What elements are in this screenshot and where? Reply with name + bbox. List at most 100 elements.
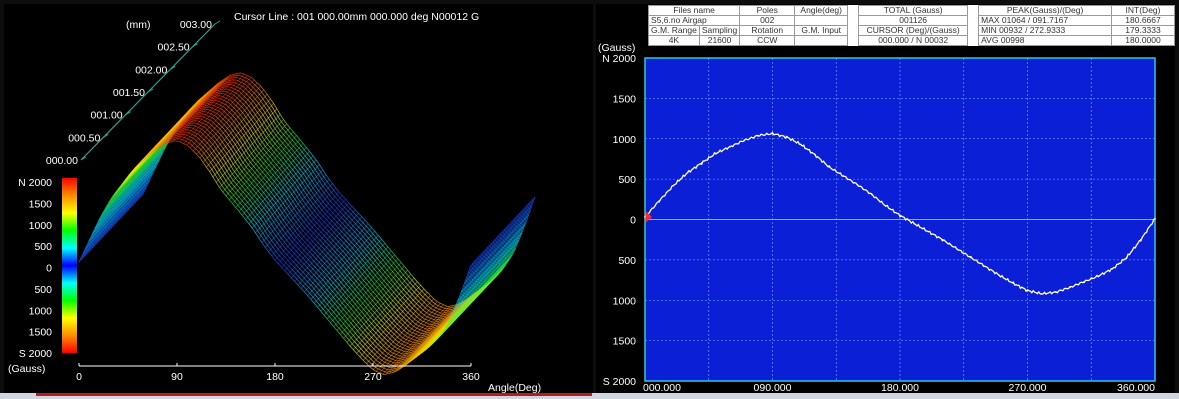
surface-contour-segment <box>419 322 425 326</box>
surface-contour-segment <box>222 191 228 198</box>
surface-contour-segment <box>335 270 341 277</box>
depth-tick-mark <box>214 20 221 25</box>
surface-contour-segment <box>256 184 262 191</box>
surface-contour-segment <box>200 149 206 156</box>
surface-contour-segment <box>284 174 290 181</box>
surface-contour-segment <box>282 157 288 164</box>
surface-contour-segment <box>295 206 301 213</box>
surface-contour-segment <box>326 223 331 230</box>
surface-contour-segment <box>296 283 302 289</box>
surface-contour-segment <box>239 162 245 170</box>
surface-contour-segment <box>346 288 352 295</box>
surface-contour-segment <box>345 240 351 246</box>
surface-contour-segment <box>266 110 272 118</box>
surface-contour-segment <box>373 259 379 265</box>
surface-contour-segment <box>318 298 324 305</box>
surface-contour-segment <box>189 124 195 126</box>
surface-contour-segment <box>215 124 221 130</box>
surface-contour-segment <box>282 147 288 154</box>
surface-contour-segment <box>223 93 229 97</box>
surface-contour-segment <box>228 174 234 181</box>
surface-contour-segment <box>185 134 191 138</box>
surface-contour-segment <box>355 347 361 353</box>
surface-contour-segment <box>250 181 256 188</box>
surface-contour-segment <box>208 116 214 119</box>
surface-contour-segment <box>350 264 356 271</box>
surface-contour-segment <box>209 160 215 168</box>
surface-contour-segment <box>413 304 418 310</box>
surface-contour-segment <box>295 173 301 180</box>
surface-contour-segment <box>502 226 508 239</box>
surface-contour-segment <box>381 370 387 373</box>
surface-contour-segment <box>380 291 386 297</box>
surface-contour-segment <box>275 124 281 131</box>
surface-contour-segment <box>519 223 525 236</box>
surface-contour-segment <box>358 284 364 291</box>
surface-contour-segment <box>387 356 393 360</box>
surface-contour-segment <box>341 208 346 214</box>
surface-contour-segment <box>245 132 251 141</box>
surface-contour-segment <box>232 146 238 154</box>
surface-contour-segment <box>515 212 521 226</box>
data-point <box>1125 256 1128 259</box>
surface-contour-segment <box>354 308 360 315</box>
surface-contour-segment <box>312 187 318 195</box>
data-point <box>658 200 660 202</box>
data-point <box>644 216 646 218</box>
surface-contour-segment <box>381 338 386 344</box>
surface-contour-segment <box>485 244 491 257</box>
surface-contour-segment <box>489 239 495 253</box>
progress-indicator <box>36 393 592 396</box>
data-point <box>800 143 802 146</box>
surface-contour-segment <box>261 199 267 206</box>
surface-contour-segment <box>310 157 316 164</box>
surface-contour-segment <box>235 167 241 175</box>
surface-contour-segment <box>324 291 330 298</box>
surface-contour-segment <box>487 242 493 255</box>
surface-contour-segment <box>411 324 416 329</box>
surface-contour-segment <box>198 151 204 158</box>
surface-contour-segment <box>269 107 275 116</box>
surface-contour-segment <box>263 228 269 237</box>
surface-depth-rib <box>85 179 150 249</box>
poles-header: Poles <box>739 5 796 16</box>
surface-contour-segment <box>240 75 246 79</box>
data-point <box>1140 238 1142 241</box>
surface-contour-segment <box>425 290 431 296</box>
surface-contour-segment <box>239 128 245 136</box>
data-point <box>1012 282 1015 285</box>
surface-contour-segment <box>392 358 397 362</box>
surface-contour-segment <box>393 267 399 274</box>
surface-contour-segment <box>410 306 416 312</box>
surface-contour-segment <box>304 228 310 234</box>
surface-contour-segment <box>272 219 278 228</box>
surface-contour-segment <box>202 147 208 153</box>
surface-contour-segment <box>306 215 312 222</box>
surface-contour-segment <box>421 320 427 324</box>
surface-contour-segment <box>213 135 219 142</box>
surface-contour-segment <box>334 214 340 221</box>
int-header: INT(Deg) <box>1111 5 1175 16</box>
surface-contour-segment <box>391 299 397 305</box>
surface-contour-segment <box>326 260 332 267</box>
surface-contour-segment <box>305 283 311 289</box>
surface-contour-segment <box>307 272 313 278</box>
surface-contour-segment <box>223 124 230 131</box>
surface-contour-segment <box>292 269 297 275</box>
surface-contour-segment <box>423 293 429 298</box>
cursor-start-marker <box>645 210 652 223</box>
surface-contour-segment <box>276 215 282 223</box>
depth-tick-label: 001.00 <box>91 110 123 122</box>
surface-contour-segment <box>357 316 363 322</box>
surface-contour-segment <box>380 252 386 258</box>
surface-contour-segment <box>408 309 414 314</box>
surface-contour-segment <box>369 234 375 241</box>
surface-contour-segment <box>320 296 326 302</box>
surface-contour-segment <box>299 190 305 198</box>
surface-contour-segment <box>211 107 216 110</box>
surface-contour-segment <box>350 293 356 300</box>
surface-contour-segment <box>404 295 410 301</box>
surface-contour-segment <box>245 166 251 173</box>
surface-contour-segment <box>345 259 351 266</box>
surface-contour-segment <box>262 137 268 145</box>
